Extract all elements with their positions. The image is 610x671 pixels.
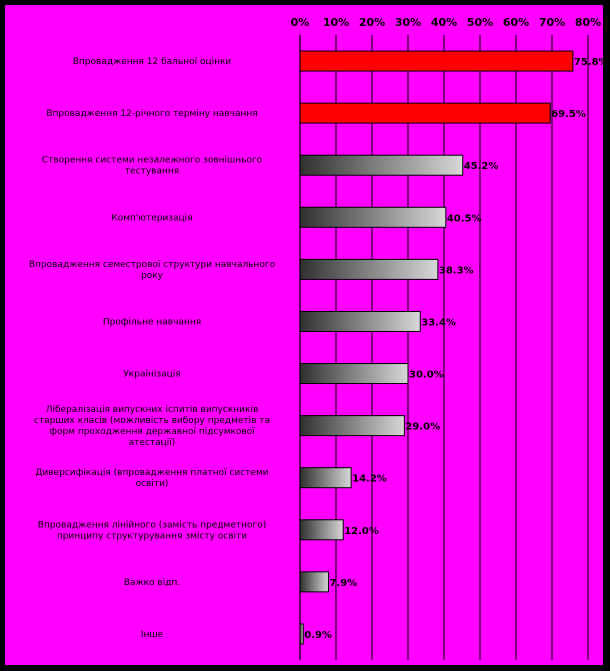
data-label: 12.0% bbox=[344, 526, 379, 537]
x-tick-label: 10% bbox=[323, 16, 349, 29]
bar bbox=[299, 415, 405, 437]
x-tick-label: 60% bbox=[503, 16, 529, 29]
x-tick-label: 50% bbox=[467, 16, 493, 29]
data-label: 33.4% bbox=[421, 317, 456, 328]
category-label: Впровадження лінійного (замість предметн… bbox=[38, 520, 267, 541]
data-label: 45.2% bbox=[464, 161, 499, 172]
bar bbox=[299, 50, 574, 72]
bar bbox=[299, 102, 551, 124]
category-label: Лібералізація випускних іспитів випускни… bbox=[34, 405, 270, 448]
data-label: 69.5% bbox=[551, 109, 586, 120]
x-tick-label: 30% bbox=[395, 16, 421, 29]
bar bbox=[299, 571, 329, 593]
bar-chart: 0% 10% 20% 30% 40% 50% 60% 70% 80% 75.8% Впровадже… bbox=[29, 16, 605, 660]
category-label: Впровадження семестрової структури навча… bbox=[29, 260, 276, 281]
chart-frame: 0% 10% 20% 30% 40% 50% 60% 70% 80% 75.8% Впровадже… bbox=[4, 4, 605, 666]
data-label: 0.9% bbox=[304, 630, 332, 641]
bar bbox=[299, 310, 421, 332]
x-tick-label: 80% bbox=[575, 16, 601, 29]
data-label: 29.0% bbox=[405, 422, 440, 433]
x-tick-label: 40% bbox=[431, 16, 457, 29]
category-label: Важко відп. bbox=[124, 578, 180, 588]
x-tick-label: 0% bbox=[291, 16, 310, 29]
category-label: Інше bbox=[141, 630, 164, 640]
data-label: 30.0% bbox=[409, 370, 444, 381]
data-label: 14.2% bbox=[352, 474, 387, 485]
bar bbox=[299, 519, 344, 541]
bar bbox=[299, 154, 464, 176]
category-label: Профільне навчання bbox=[103, 317, 201, 327]
category-label: Створення системи незалежного зовнішньог… bbox=[42, 156, 263, 177]
x-tick-label: 70% bbox=[539, 16, 565, 29]
bar bbox=[299, 623, 304, 645]
bar bbox=[299, 206, 447, 228]
x-tick-label: 20% bbox=[359, 16, 385, 29]
data-label: 38.3% bbox=[439, 265, 474, 276]
category-label: Українізація bbox=[123, 370, 180, 380]
category-label: Впровадження 12 бальної оцінки bbox=[73, 57, 232, 67]
data-label: 40.5% bbox=[447, 213, 482, 224]
bar bbox=[299, 258, 439, 280]
category-label: Диверсифікація (впровадження платної сис… bbox=[35, 468, 268, 489]
data-label: 7.9% bbox=[329, 578, 357, 589]
category-label: Впровадження 12-річного терміну навчання bbox=[46, 109, 257, 119]
bar bbox=[299, 363, 409, 385]
category-label: Комп'ютеризація bbox=[111, 213, 192, 223]
data-label: 75.8% bbox=[574, 57, 605, 68]
bar bbox=[299, 467, 352, 489]
